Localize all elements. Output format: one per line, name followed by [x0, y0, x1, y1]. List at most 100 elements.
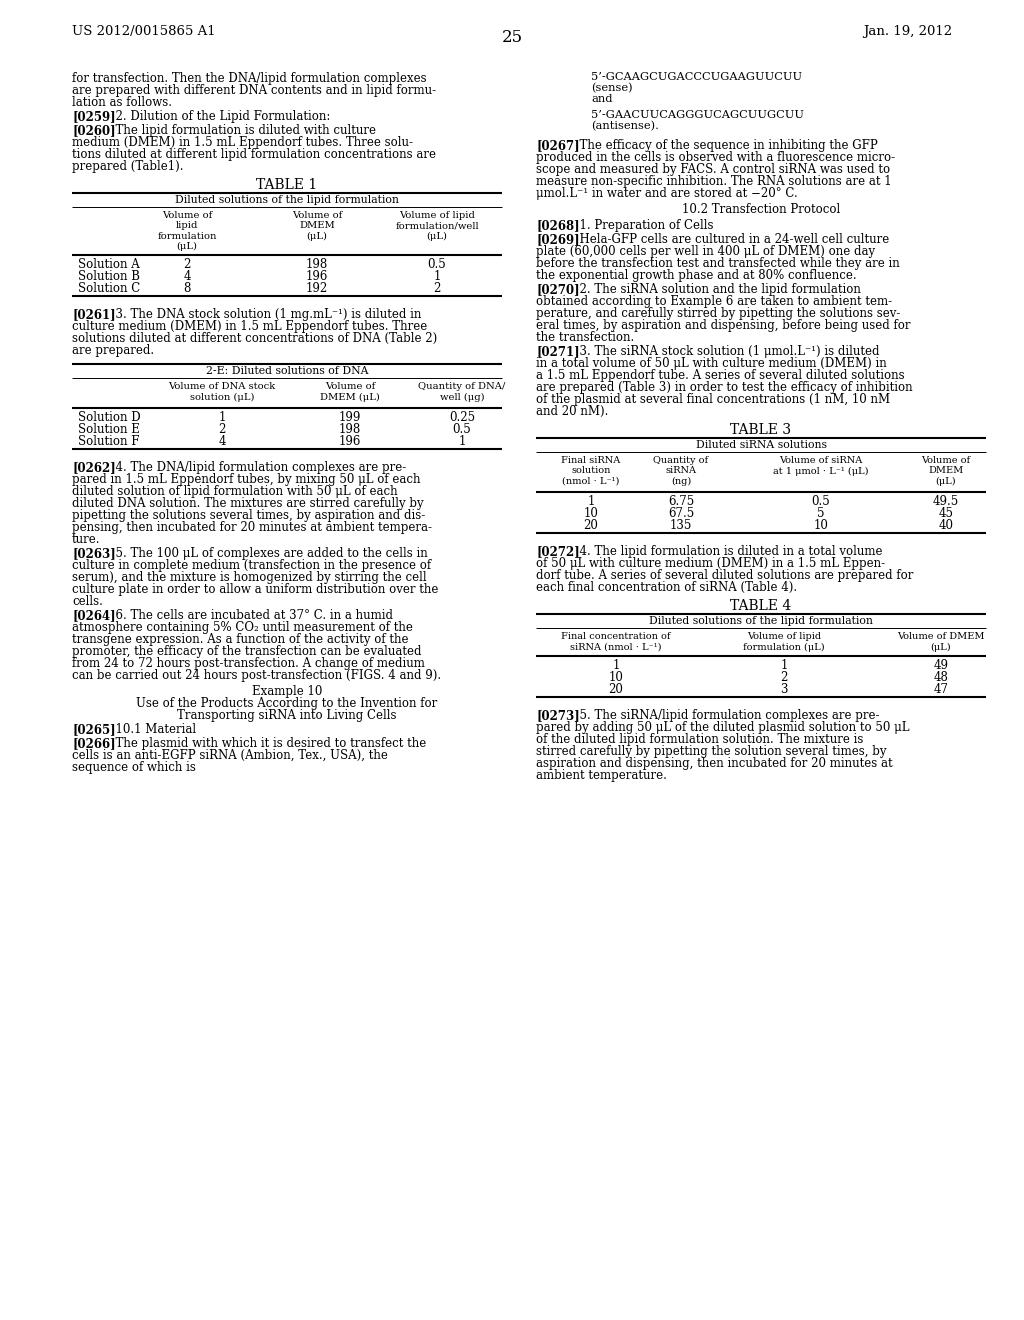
Text: 2: 2 — [780, 671, 787, 684]
Text: 0.25: 0.25 — [449, 411, 475, 424]
Text: scope and measured by FACS. A control siRNA was used to: scope and measured by FACS. A control si… — [536, 162, 890, 176]
Text: 20: 20 — [608, 682, 624, 696]
Text: 4. The lipid formulation is diluted in a total volume: 4. The lipid formulation is diluted in a… — [571, 545, 882, 558]
Text: 47: 47 — [934, 682, 948, 696]
Text: 3. The siRNA stock solution (1 μmol.L⁻¹) is diluted: 3. The siRNA stock solution (1 μmol.L⁻¹)… — [571, 345, 880, 358]
Text: Jan. 19, 2012: Jan. 19, 2012 — [863, 25, 952, 38]
Text: 2: 2 — [218, 422, 225, 436]
Text: obtained according to Example 6 are taken to ambient tem-: obtained according to Example 6 are take… — [536, 294, 892, 308]
Text: Diluted siRNA solutions: Diluted siRNA solutions — [695, 440, 826, 450]
Text: 196: 196 — [339, 436, 361, 447]
Text: diluted solution of lipid formulation with 50 μL of each: diluted solution of lipid formulation wi… — [72, 484, 397, 498]
Text: 1: 1 — [588, 495, 595, 508]
Text: pipetting the solutions several times, by aspiration and dis-: pipetting the solutions several times, b… — [72, 510, 425, 521]
Text: a 1.5 mL Eppendorf tube. A series of several diluted solutions: a 1.5 mL Eppendorf tube. A series of sev… — [536, 370, 904, 381]
Text: 4. The DNA/lipid formulation complexes are pre-: 4. The DNA/lipid formulation complexes a… — [108, 461, 406, 474]
Text: Use of the Products According to the Invention for: Use of the Products According to the Inv… — [136, 697, 437, 710]
Text: [0272]: [0272] — [536, 545, 580, 558]
Text: 10: 10 — [813, 519, 828, 532]
Text: Final concentration of
siRNA (nmol · L⁻¹): Final concentration of siRNA (nmol · L⁻¹… — [561, 632, 671, 651]
Text: [0269]: [0269] — [536, 234, 580, 246]
Text: [0271]: [0271] — [536, 345, 580, 358]
Text: pared by adding 50 μL of the diluted plasmid solution to 50 μL: pared by adding 50 μL of the diluted pla… — [536, 721, 909, 734]
Text: 1. Preparation of Cells: 1. Preparation of Cells — [571, 219, 713, 232]
Text: 5. The 100 μL of complexes are added to the cells in: 5. The 100 μL of complexes are added to … — [108, 546, 427, 560]
Text: Diluted solutions of the lipid formulation: Diluted solutions of the lipid formulati… — [649, 616, 872, 626]
Text: 5. The siRNA/lipid formulation complexes are pre-: 5. The siRNA/lipid formulation complexes… — [571, 709, 880, 722]
Text: Transporting siRNA into Living Cells: Transporting siRNA into Living Cells — [177, 709, 396, 722]
Text: [0265]: [0265] — [72, 723, 116, 737]
Text: [0259]: [0259] — [72, 110, 116, 123]
Text: for transfection. Then the DNA/lipid formulation complexes: for transfection. Then the DNA/lipid for… — [72, 73, 427, 84]
Text: of 50 μL with culture medium (DMEM) in a 1.5 mL Eppen-: of 50 μL with culture medium (DMEM) in a… — [536, 557, 885, 570]
Text: ambient temperature.: ambient temperature. — [536, 770, 667, 781]
Text: 2: 2 — [183, 257, 190, 271]
Text: 25: 25 — [502, 29, 522, 46]
Text: culture in complete medium (transfection in the presence of: culture in complete medium (transfection… — [72, 558, 431, 572]
Text: measure non-specific inhibition. The RNA solutions are at 1: measure non-specific inhibition. The RNA… — [536, 176, 892, 187]
Text: 67.5: 67.5 — [668, 507, 694, 520]
Text: [0270]: [0270] — [536, 282, 580, 296]
Text: Solution B: Solution B — [78, 271, 140, 282]
Text: and: and — [591, 94, 612, 104]
Text: of the plasmid at several final concentrations (1 nM, 10 nM: of the plasmid at several final concentr… — [536, 393, 890, 407]
Text: are prepared with different DNA contents and in lipid formu-: are prepared with different DNA contents… — [72, 84, 436, 96]
Text: produced in the cells is observed with a fluorescence micro-: produced in the cells is observed with a… — [536, 150, 895, 164]
Text: Solution D: Solution D — [78, 411, 140, 424]
Text: Hela-GFP cells are cultured in a 24-well cell culture: Hela-GFP cells are cultured in a 24-well… — [571, 234, 889, 246]
Text: medium (DMEM) in 1.5 mL Eppendorf tubes. Three solu-: medium (DMEM) in 1.5 mL Eppendorf tubes.… — [72, 136, 413, 149]
Text: 0.5: 0.5 — [428, 257, 446, 271]
Text: 20: 20 — [584, 519, 598, 532]
Text: Volume of DMEM
(μL): Volume of DMEM (μL) — [897, 632, 985, 652]
Text: Volume of lipid
formulation/well
(μL): Volume of lipid formulation/well (μL) — [395, 211, 479, 242]
Text: 192: 192 — [306, 282, 328, 294]
Text: TABLE 4: TABLE 4 — [730, 599, 792, 612]
Text: culture medium (DMEM) in 1.5 mL Eppendorf tubes. Three: culture medium (DMEM) in 1.5 mL Eppendor… — [72, 319, 427, 333]
Text: 2. The siRNA solution and the lipid formulation: 2. The siRNA solution and the lipid form… — [571, 282, 860, 296]
Text: [0262]: [0262] — [72, 461, 116, 474]
Text: serum), and the mixture is homogenized by stirring the cell: serum), and the mixture is homogenized b… — [72, 572, 427, 583]
Text: Diluted solutions of the lipid formulation: Diluted solutions of the lipid formulati… — [175, 195, 399, 205]
Text: 2. Dilution of the Lipid Formulation:: 2. Dilution of the Lipid Formulation: — [108, 110, 330, 123]
Text: 5: 5 — [817, 507, 824, 520]
Text: sequence of which is: sequence of which is — [72, 762, 196, 774]
Text: 196: 196 — [306, 271, 328, 282]
Text: pared in 1.5 mL Eppendorf tubes, by mixing 50 μL of each: pared in 1.5 mL Eppendorf tubes, by mixi… — [72, 473, 421, 486]
Text: perature, and carefully stirred by pipetting the solutions sev-: perature, and carefully stirred by pipet… — [536, 308, 900, 319]
Text: [0260]: [0260] — [72, 124, 116, 137]
Text: 6.75: 6.75 — [668, 495, 694, 508]
Text: of the diluted lipid formulation solution. The mixture is: of the diluted lipid formulation solutio… — [536, 733, 863, 746]
Text: 199: 199 — [339, 411, 361, 424]
Text: 49.5: 49.5 — [933, 495, 959, 508]
Text: lation as follows.: lation as follows. — [72, 96, 172, 110]
Text: aspiration and dispensing, then incubated for 20 minutes at: aspiration and dispensing, then incubate… — [536, 756, 893, 770]
Text: 0.5: 0.5 — [453, 422, 471, 436]
Text: [0264]: [0264] — [72, 609, 116, 622]
Text: 48: 48 — [934, 671, 948, 684]
Text: solutions diluted at different concentrations of DNA (Table 2): solutions diluted at different concentra… — [72, 333, 437, 345]
Text: [0267]: [0267] — [536, 139, 580, 152]
Text: [0273]: [0273] — [536, 709, 580, 722]
Text: pensing, then incubated for 20 minutes at ambient tempera-: pensing, then incubated for 20 minutes a… — [72, 521, 432, 535]
Text: tions diluted at different lipid formulation concentrations are: tions diluted at different lipid formula… — [72, 148, 436, 161]
Text: 2-E: Diluted solutions of DNA: 2-E: Diluted solutions of DNA — [206, 366, 369, 376]
Text: and 20 nM).: and 20 nM). — [536, 405, 608, 418]
Text: Solution F: Solution F — [78, 436, 139, 447]
Text: Volume of lipid
formulation (μL): Volume of lipid formulation (μL) — [743, 632, 824, 652]
Text: 8: 8 — [183, 282, 190, 294]
Text: Volume of siRNA
at 1 μmol · L⁻¹ (μL): Volume of siRNA at 1 μmol · L⁻¹ (μL) — [773, 455, 868, 475]
Text: Volume of
DMEM (μL): Volume of DMEM (μL) — [321, 381, 380, 401]
Text: Quantity of
siRNA
(ng): Quantity of siRNA (ng) — [653, 455, 709, 486]
Text: diluted DNA solution. The mixtures are stirred carefully by: diluted DNA solution. The mixtures are s… — [72, 498, 424, 510]
Text: cells.: cells. — [72, 595, 102, 609]
Text: 5’-GCAAGCUGACCCUGAAGUUCUU: 5’-GCAAGCUGACCCUGAAGUUCUU — [591, 73, 802, 82]
Text: before the transfection test and transfected while they are in: before the transfection test and transfe… — [536, 257, 900, 271]
Text: Solution E: Solution E — [78, 422, 140, 436]
Text: 135: 135 — [670, 519, 692, 532]
Text: 0.5: 0.5 — [812, 495, 830, 508]
Text: Solution A: Solution A — [78, 257, 139, 271]
Text: [0261]: [0261] — [72, 308, 116, 321]
Text: (sense): (sense) — [591, 83, 633, 94]
Text: Volume of
DMEM
(μL): Volume of DMEM (μL) — [922, 455, 971, 486]
Text: Volume of DNA stock
solution (μL): Volume of DNA stock solution (μL) — [168, 381, 275, 401]
